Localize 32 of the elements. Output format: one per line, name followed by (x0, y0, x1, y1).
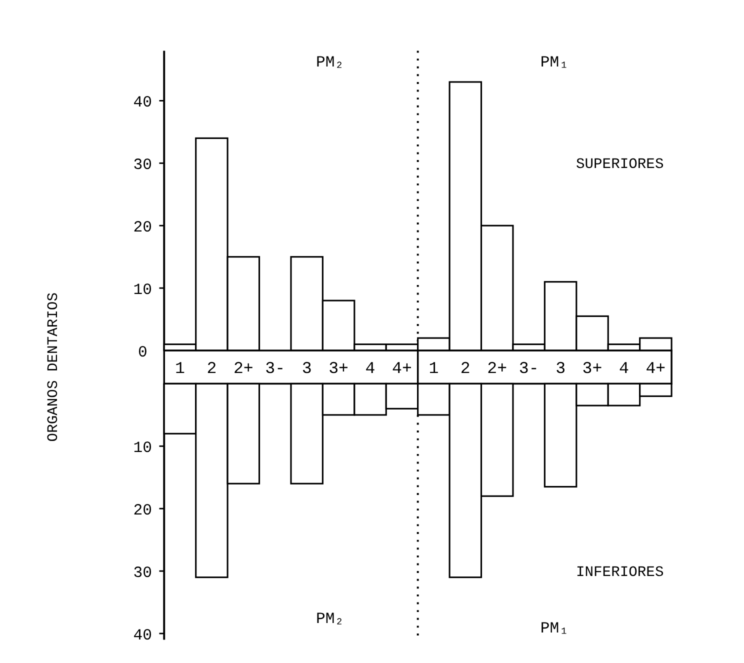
y-tick-label: 20 (133, 501, 152, 520)
x-tick-label: 3+ (582, 358, 602, 378)
x-tick-label: 1 (428, 358, 439, 378)
x-tick-label: 3- (518, 358, 539, 378)
x-tick-label: 2+ (487, 358, 508, 378)
x-tick-label: 2 (206, 358, 217, 378)
y-tick-label: 10 (133, 280, 152, 299)
x-tick-label: 4 (619, 358, 629, 378)
y-tick-label: 0 (138, 343, 148, 362)
x-tick-label: 3 (556, 358, 566, 378)
x-tick-label: 4+ (646, 358, 666, 378)
x-tick-label: 3+ (328, 358, 349, 378)
annotation: PM₂ (316, 54, 344, 72)
x-tick-label: 3 (302, 358, 312, 378)
annotation: PM₂ (316, 610, 344, 628)
y-tick-label: 10 (133, 439, 152, 458)
text: INFERIORES (576, 564, 664, 581)
x-tick-label: 1 (175, 358, 186, 378)
y-tick-label: 30 (133, 156, 152, 174)
annotation: PM₁ (540, 54, 569, 72)
x-tick-label: 2 (460, 358, 470, 378)
text: SUPERIORES (576, 157, 664, 174)
y-tick-label: 30 (133, 564, 152, 582)
x-tick-label: 2+ (233, 358, 254, 378)
y-tick-label: 40 (133, 626, 152, 644)
annotation: PM₁ (540, 620, 569, 638)
x-tick-label: 4 (365, 358, 376, 378)
x-tick-label: 3- (265, 358, 286, 378)
y-axis-title: ORGANOS DENTARIOS (46, 292, 62, 442)
x-tick-label: 4+ (392, 358, 412, 378)
y-tick-label: 20 (133, 218, 152, 236)
y-tick-label: 40 (133, 94, 152, 112)
